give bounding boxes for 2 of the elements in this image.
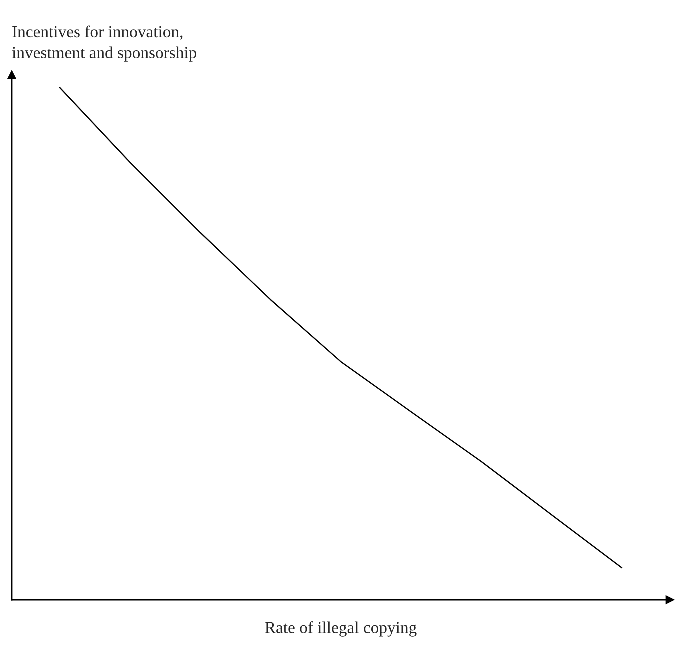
x-axis-title: Rate of illegal copying (265, 622, 417, 637)
y-axis-title: Incentives for innovation, investment and sponsorship (12, 26, 197, 62)
